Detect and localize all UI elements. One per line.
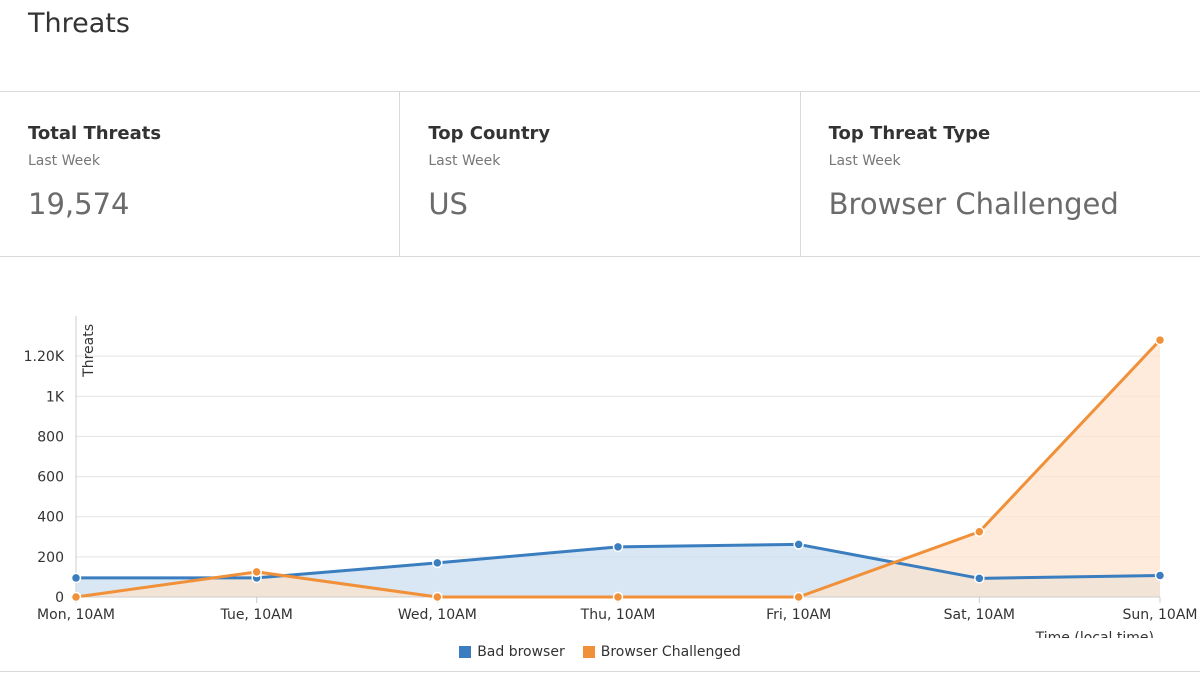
- x-tick-label: Tue, 10AM: [220, 607, 293, 623]
- x-tick-label: Sun, 10AM: [1122, 607, 1197, 623]
- y-tick-label: 600: [37, 470, 64, 486]
- y-tick-label: 800: [37, 429, 64, 445]
- stat-card-total-threats: Total Threats Last Week 19,574: [0, 92, 401, 256]
- stat-card-top-country: Top Country Last Week US: [400, 92, 801, 256]
- stats-row: Total Threats Last Week 19,574 Top Count…: [0, 91, 1200, 257]
- data-point-series-0: [612, 541, 624, 553]
- x-tick-label: Mon, 10AM: [37, 607, 115, 623]
- data-point-series-0: [70, 572, 82, 584]
- legend-label: Browser Challenged: [600, 644, 741, 660]
- data-point-series-1: [612, 591, 624, 603]
- data-point-series-1: [793, 591, 804, 603]
- page-title: Threats: [28, 8, 130, 39]
- data-point-series-1: [432, 591, 443, 603]
- x-tick-label: Sat, 10AM: [944, 607, 1015, 623]
- x-tick-label: Fri, 10AM: [766, 607, 831, 623]
- y-tick-label: 200: [37, 550, 64, 566]
- y-tick-label: 0: [55, 590, 64, 606]
- data-point-series-1: [1154, 334, 1166, 346]
- stat-title: Total Threats: [28, 123, 162, 144]
- y-tick-label: 1K: [46, 389, 65, 405]
- legend-item-series-1[interactable]: Browser Challenged: [582, 644, 741, 660]
- x-axis-title: Time (local time): [1035, 630, 1154, 638]
- data-point-series-0: [1154, 570, 1166, 581]
- x-tick-label: Wed, 10AM: [398, 607, 477, 623]
- legend-label: Bad browser: [477, 644, 565, 660]
- y-tick-label: 400: [37, 510, 64, 526]
- chart-legend: Bad browser Browser Challenged: [0, 644, 1200, 660]
- stat-value: 19,574: [28, 187, 130, 221]
- stat-subtitle: Last Week: [428, 153, 501, 169]
- data-point-series-1: [251, 566, 262, 578]
- stat-value: US: [428, 187, 468, 221]
- stat-card-top-threat-type: Top Threat Type Last Week Browser Challe…: [801, 92, 1200, 256]
- data-point-series-0: [793, 539, 804, 550]
- threats-chart: 0 200 400 600 800 1K 1.20K Mon, 10AM Tue, 10AM We…: [0, 258, 1200, 673]
- stat-subtitle: Last Week: [828, 153, 901, 169]
- data-point-series-0: [974, 573, 985, 584]
- area-fill-series-1: [76, 340, 1160, 597]
- y-axis-title: Threats: [81, 324, 97, 378]
- chart-plot: 0 200 400 600 800 1K 1.20K Mon, 10AM Tue, 10AM We…: [24, 316, 1198, 638]
- stat-title: Top Threat Type: [828, 123, 991, 144]
- bottom-divider: [0, 671, 1200, 672]
- x-tick-label: Thu, 10AM: [580, 607, 656, 623]
- y-tick-label: 1.20K: [24, 349, 65, 365]
- stat-title: Top Country: [428, 123, 551, 144]
- stat-subtitle: Last Week: [28, 153, 100, 169]
- legend-swatch: [582, 646, 595, 658]
- data-point-series-1: [70, 591, 82, 603]
- legend-swatch: [459, 646, 472, 658]
- legend-item-series-0[interactable]: Bad browser: [459, 644, 565, 660]
- data-point-series-1: [974, 526, 985, 538]
- data-point-series-0: [432, 557, 443, 569]
- stat-value: Browser Challenged: [828, 187, 1119, 221]
